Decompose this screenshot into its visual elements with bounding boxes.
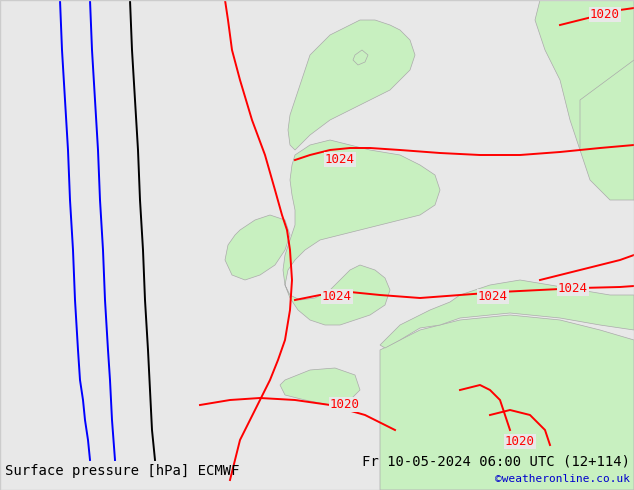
Polygon shape xyxy=(535,0,634,200)
Text: 1020: 1020 xyxy=(505,435,535,448)
Polygon shape xyxy=(283,140,440,325)
Polygon shape xyxy=(580,60,634,200)
Text: Surface pressure [hPa] ECMWF: Surface pressure [hPa] ECMWF xyxy=(5,464,240,478)
Text: 1024: 1024 xyxy=(322,290,352,303)
Text: 1024: 1024 xyxy=(478,290,508,303)
Text: 1020: 1020 xyxy=(330,398,360,411)
Polygon shape xyxy=(225,215,290,280)
Polygon shape xyxy=(353,50,368,65)
Polygon shape xyxy=(380,280,634,348)
Text: 1020: 1020 xyxy=(590,8,620,21)
Polygon shape xyxy=(380,315,634,490)
Text: 1024: 1024 xyxy=(325,153,355,166)
Polygon shape xyxy=(288,20,415,150)
Text: Fr 10-05-2024 06:00 UTC (12+114): Fr 10-05-2024 06:00 UTC (12+114) xyxy=(362,454,630,468)
Text: ©weatheronline.co.uk: ©weatheronline.co.uk xyxy=(495,474,630,484)
Text: 1024: 1024 xyxy=(558,282,588,295)
Polygon shape xyxy=(280,368,360,405)
